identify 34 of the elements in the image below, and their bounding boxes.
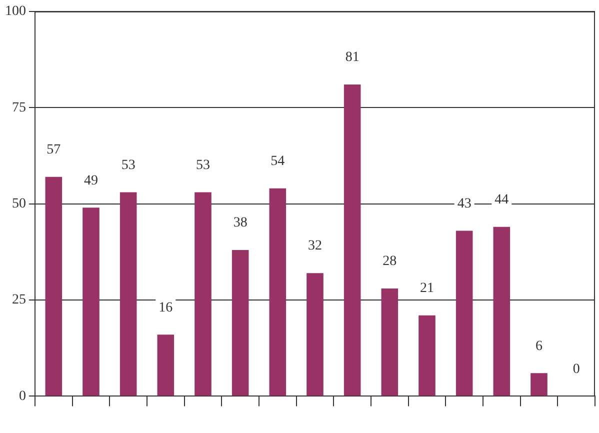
data-label: 6 [536, 338, 542, 354]
y-tick-label: 25 [12, 292, 26, 308]
bar [418, 315, 436, 396]
bar [344, 84, 361, 396]
bar [120, 192, 137, 396]
data-label: 81 [345, 50, 360, 66]
data-label: 28 [382, 254, 397, 270]
y-tick-label: 0 [19, 388, 26, 404]
bar [232, 250, 249, 396]
data-label: 0 [572, 362, 580, 377]
data-label: 32 [308, 238, 322, 254]
bar [82, 208, 100, 396]
data-label: 44 [494, 192, 509, 208]
data-label: 57 [46, 142, 61, 158]
data-label: 38 [233, 216, 248, 231]
y-tick-label: 100 [5, 4, 26, 20]
bar [45, 176, 62, 396]
data-label: 43 [457, 196, 472, 212]
bar [306, 273, 324, 396]
bar [493, 226, 510, 396]
bar [157, 334, 174, 396]
data-label: 53 [196, 158, 210, 173]
bar [530, 373, 548, 396]
data-label: 21 [420, 281, 434, 296]
data-label: 49 [84, 173, 98, 188]
data-label: 16 [158, 300, 173, 316]
bar [456, 230, 473, 396]
data-label: 53 [121, 158, 136, 173]
bar [269, 188, 286, 396]
bar [381, 288, 398, 396]
y-tick-label: 75 [12, 100, 26, 116]
data-label: 54 [270, 154, 285, 170]
y-tick-label: 50 [12, 196, 26, 212]
bar [194, 192, 212, 396]
